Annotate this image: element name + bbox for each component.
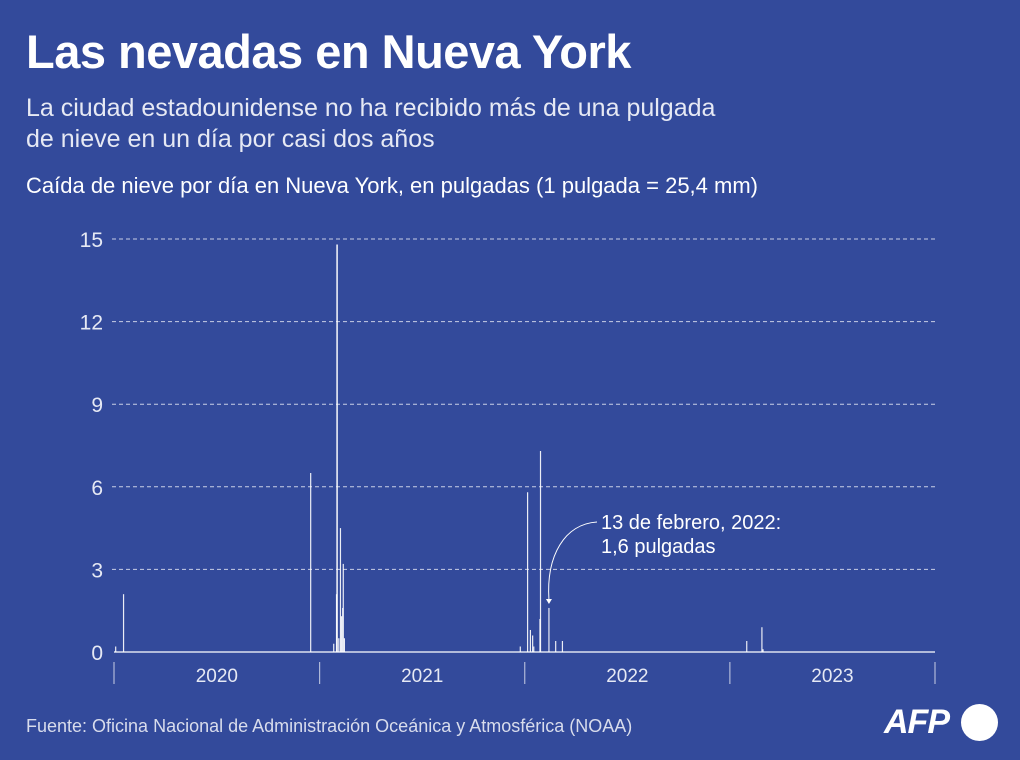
y-tick-label: 12 [80,312,103,335]
annotation-arrowhead [545,598,552,604]
x-axis: 2020 2021 2022 2023 [113,651,936,687]
annotation-line-1: 13 de febrero, 2022: [601,512,781,534]
chart-description: Caída de nieve por día en Nueva York, en… [26,173,758,198]
y-tick-label: 3 [91,559,103,582]
chart-title: Las nevadas en Nueva York [26,25,631,78]
annotation-arrow [548,521,598,600]
bars [115,244,764,652]
source-note: Fuente: Oficina Nacional de Administraci… [26,716,633,736]
annotation: 13 de febrero, 2022: 1,6 pulgadas [545,512,781,604]
y-tick-label: 15 [80,229,103,252]
y-tick-label: 0 [91,642,103,665]
afp-logo-text: AFP [884,703,950,741]
y-tick-label: 9 [91,394,103,417]
annotation-line-2: 1,6 pulgadas [601,536,716,558]
y-tick-label: 6 [91,477,103,500]
x-tick-label: 2022 [606,666,648,687]
y-axis-ticks: 0 3 6 9 12 15 [80,229,103,665]
x-tick-label: 2020 [196,666,238,687]
x-tick-label: 2023 [811,666,853,687]
afp-logo-circle-icon [961,704,998,741]
chart-subtitle: La ciudad estadounidense no ha recibido … [26,94,716,153]
grid [112,238,936,570]
afp-logo: AFP [884,703,1000,743]
x-tick-label: 2021 [401,666,443,687]
